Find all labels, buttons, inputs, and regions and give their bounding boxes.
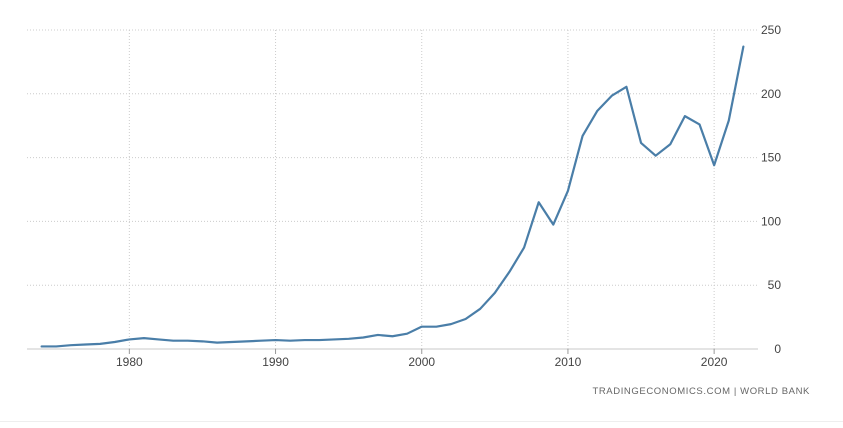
x-tick-label: 2000: [408, 355, 435, 369]
y-tick-label: 0: [774, 342, 781, 356]
x-axis-ticks: 1980 1990 2000 2010 2020: [116, 349, 728, 369]
y-tick-label: 150: [761, 151, 781, 165]
source-attribution: TRADINGECONOMICS.COM | WORLD BANK: [592, 386, 810, 397]
y-tick-label: 200: [761, 87, 781, 101]
x-tick-label: 1980: [116, 355, 143, 369]
series-line: [40, 45, 745, 348]
y-axis-ticks: 0 50 100 150 200 250: [761, 23, 781, 356]
grid-lines: [27, 29, 758, 350]
y-tick-label: 250: [761, 23, 781, 37]
x-tick-label: 2010: [555, 355, 582, 369]
y-tick-label: 50: [768, 278, 782, 292]
bottom-divider: [0, 421, 843, 422]
y-tick-label: 100: [761, 214, 781, 228]
x-tick-label: 1990: [262, 355, 289, 369]
x-tick-label: 2020: [701, 355, 728, 369]
